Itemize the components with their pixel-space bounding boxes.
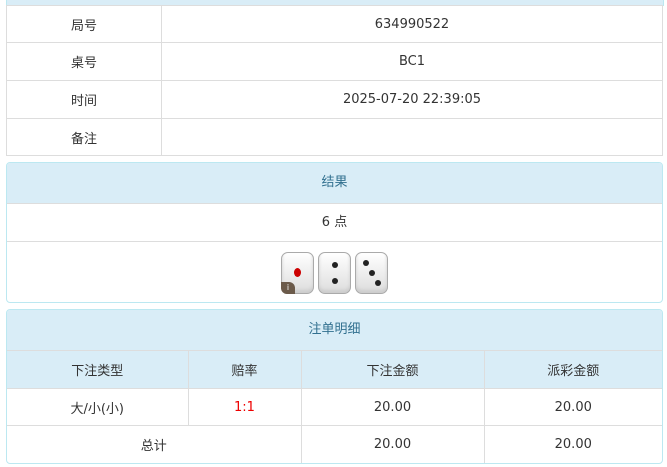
value: BC1 [161,42,663,81]
bet-details-table: 下注类型 赔率 下注金额 派彩金额 大/小(小) 1:1 20.00 20.00… [7,351,662,463]
info-badge-icon[interactable]: i [281,282,295,294]
bet-amount: 20.00 [300,388,485,426]
table-header: 下注类型 赔率 下注金额 派彩金额 [7,351,662,389]
value [161,118,663,156]
value: 2025-07-20 22:39:05 [161,80,663,119]
total-payout: 20.00 [483,425,662,463]
label: 备注 [6,118,162,156]
header-payout: 派彩金额 [483,351,662,389]
result-title: 结果 [7,163,662,204]
header-amount: 下注金额 [300,351,485,389]
bet-details-title: 注单明细 [7,310,662,351]
total-amount: 20.00 [300,425,485,463]
die-2-icon [318,252,351,294]
bet-odds: 1:1 [187,388,302,426]
result-points: 6 点 [7,204,662,242]
label: 桌号 [6,42,162,81]
total-label: 总计 [7,425,302,463]
bet-details-panel: 注单明细 下注类型 赔率 下注金额 派彩金额 大/小(小) 1:1 20.00 … [6,309,663,464]
header-type: 下注类型 [7,351,189,389]
die-3-icon [355,252,388,294]
dice-row: i [7,242,662,294]
bet-payout: 20.00 [483,388,662,426]
info-row-time: 时间 2025-07-20 22:39:05 [6,80,663,119]
info-row-round: 局号 634990522 [6,5,663,43]
total-row: 总计 20.00 20.00 [7,425,662,463]
die-1-icon: i [281,252,314,294]
info-row-table: 桌号 BC1 [6,42,663,81]
table-row: 大/小(小) 1:1 20.00 20.00 [7,388,662,426]
label: 局号 [6,5,162,43]
label: 时间 [6,80,162,119]
round-info-table: 局号 634990522 桌号 BC1 时间 2025-07-20 22:39:05 … [6,5,663,156]
result-panel: 结果 6 点 i [6,162,663,303]
info-row-note: 备注 [6,118,663,156]
bet-type: 大/小(小) [7,388,189,426]
value: 634990522 [161,5,663,43]
header-odds: 赔率 [187,351,302,389]
